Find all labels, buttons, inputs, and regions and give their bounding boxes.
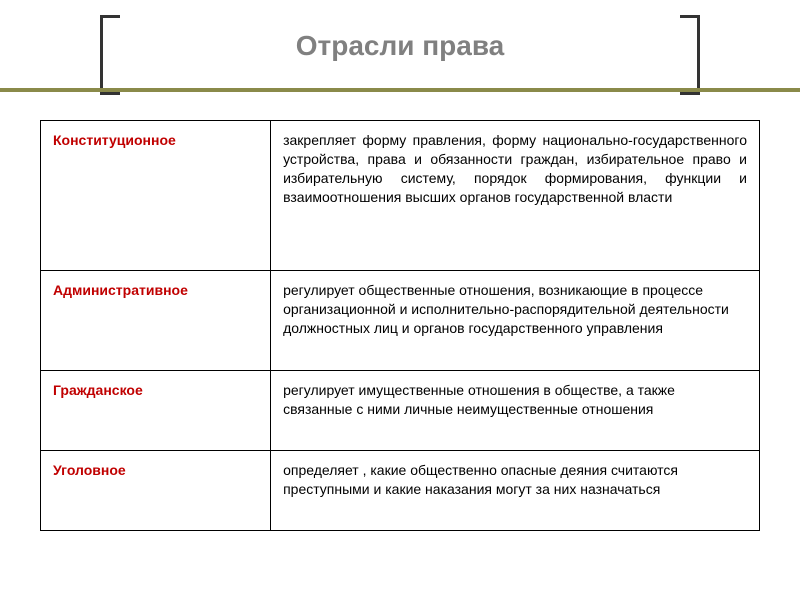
title-container: Отрасли права bbox=[40, 20, 760, 90]
table-row: Уголовноеопределяет , какие общественно … bbox=[41, 451, 760, 531]
bracket-left-icon bbox=[100, 15, 120, 95]
branch-description: закрепляет форму правления, форму национ… bbox=[271, 121, 760, 271]
branch-name: Конституционное bbox=[41, 121, 271, 271]
branch-name: Административное bbox=[41, 271, 271, 371]
table-row: Конституционноезакрепляет форму правлени… bbox=[41, 121, 760, 271]
branch-description: определяет , какие общественно опасные д… bbox=[271, 451, 760, 531]
branch-description: регулирует общественные отношения, возни… bbox=[271, 271, 760, 371]
branch-name: Гражданское bbox=[41, 371, 271, 451]
branch-name: Уголовное bbox=[41, 451, 271, 531]
slide: Отрасли права Конституционноезакрепляет … bbox=[0, 0, 800, 600]
branch-description: регулирует имущественные отношения в общ… bbox=[271, 371, 760, 451]
table-row: Административноерегулирует общественные … bbox=[41, 271, 760, 371]
page-title: Отрасли права bbox=[296, 20, 505, 72]
table-row: Гражданскоерегулирует имущественные отно… bbox=[41, 371, 760, 451]
bracket-right-icon bbox=[680, 15, 700, 95]
law-branches-table: Конституционноезакрепляет форму правлени… bbox=[40, 120, 760, 531]
accent-line bbox=[0, 88, 800, 92]
